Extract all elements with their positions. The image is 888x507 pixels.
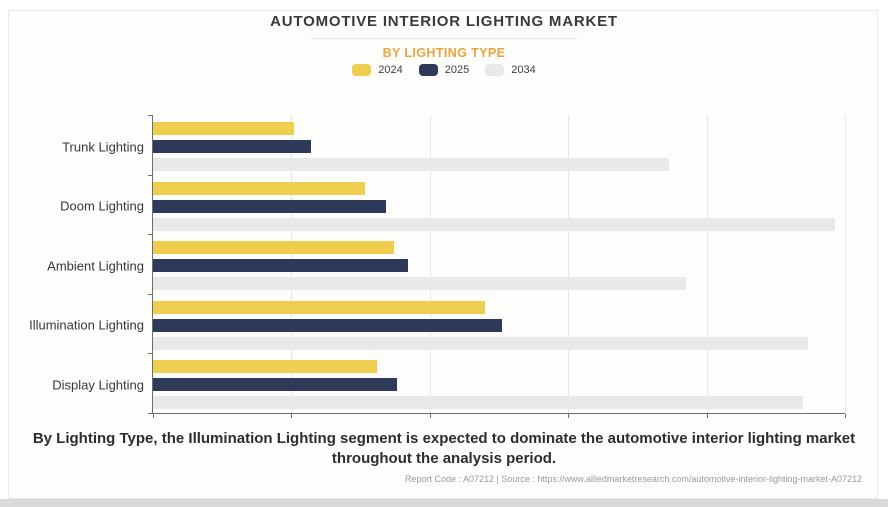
report-footer: Report Code : A07212 | Source : https://…	[404, 474, 862, 484]
bar-doom-lighting-2024[interactable]	[153, 181, 365, 195]
chart-subtitle: BY LIGHTING TYPE	[382, 46, 506, 60]
legend-label: 2034	[511, 64, 536, 76]
bar-display-lighting-2024[interactable]	[153, 360, 378, 374]
legend-item-2034[interactable]: 2034	[485, 64, 536, 76]
bar-ambient-lighting-2024[interactable]	[153, 241, 394, 255]
category-label-doom-lighting: Doom Lighting	[60, 198, 144, 214]
bar-trunk-lighting-2024[interactable]	[153, 122, 295, 135]
category-axis-labels: Trunk Lighting Doom Lighting Ambient Light…	[0, 115, 144, 413]
legend-label: 2025	[444, 64, 470, 76]
legend-swatch-2025	[418, 64, 438, 76]
bar-display-lighting-2034[interactable]	[153, 396, 804, 410]
legend-label: 2024	[378, 64, 403, 76]
gridline	[706, 115, 708, 413]
x-axis-tick	[429, 414, 431, 418]
x-axis-tick	[153, 414, 154, 418]
legend-swatch-2034	[485, 64, 505, 76]
bar-illumination-lighting-2034[interactable]	[153, 336, 808, 350]
bar-ambient-lighting-2025[interactable]	[153, 259, 408, 273]
bar-illumination-lighting-2024[interactable]	[153, 300, 486, 314]
y-axis-tick	[148, 293, 152, 295]
bar-illumination-lighting-2025[interactable]	[153, 318, 502, 332]
x-axis-tick	[845, 414, 846, 418]
legend-item-2025[interactable]: 2025	[418, 64, 470, 76]
legend-swatch-2024	[352, 64, 372, 76]
category-label-illumination-lighting: Illumination Lighting	[29, 317, 144, 333]
y-axis-tick	[148, 115, 152, 116]
legend-item-2024[interactable]: 2024	[352, 64, 403, 76]
gridline	[845, 115, 846, 413]
x-axis-tick	[706, 414, 708, 418]
bar-doom-lighting-2034[interactable]	[153, 217, 836, 231]
bar-trunk-lighting-2034[interactable]	[153, 158, 670, 171]
x-axis-tick	[291, 414, 293, 418]
y-axis-tick	[148, 234, 152, 236]
plot-area	[148, 115, 846, 418]
legend: 2024 2025 2034	[0, 64, 888, 76]
y-axis-tick	[148, 174, 152, 176]
caption: By Lighting Type, the Illumination Light…	[32, 430, 856, 467]
x-axis-tick	[568, 414, 570, 418]
y-axis-tick	[148, 413, 152, 414]
bar-ambient-lighting-2034[interactable]	[153, 277, 686, 291]
title-divider	[311, 38, 577, 39]
bottom-strip	[0, 499, 888, 507]
bar-trunk-lighting-2025[interactable]	[153, 140, 311, 153]
page-title: AUTOMOTIVE INTERIOR LIGHTING MARKET	[270, 13, 618, 30]
bar-doom-lighting-2025[interactable]	[153, 199, 386, 213]
bar-display-lighting-2025[interactable]	[153, 378, 397, 392]
y-axis-tick	[148, 353, 152, 355]
category-label-display-lighting: Display Lighting	[52, 377, 144, 393]
category-label-ambient-lighting: Ambient Lighting	[47, 258, 144, 274]
gridline	[568, 115, 570, 413]
category-label-trunk-lighting: Trunk Lighting	[62, 139, 144, 154]
gridline	[429, 115, 431, 413]
